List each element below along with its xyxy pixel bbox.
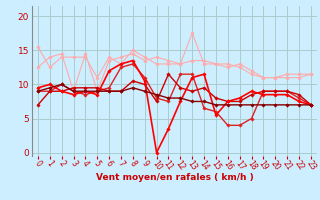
- X-axis label: Vent moyen/en rafales ( km/h ): Vent moyen/en rafales ( km/h ): [96, 173, 253, 182]
